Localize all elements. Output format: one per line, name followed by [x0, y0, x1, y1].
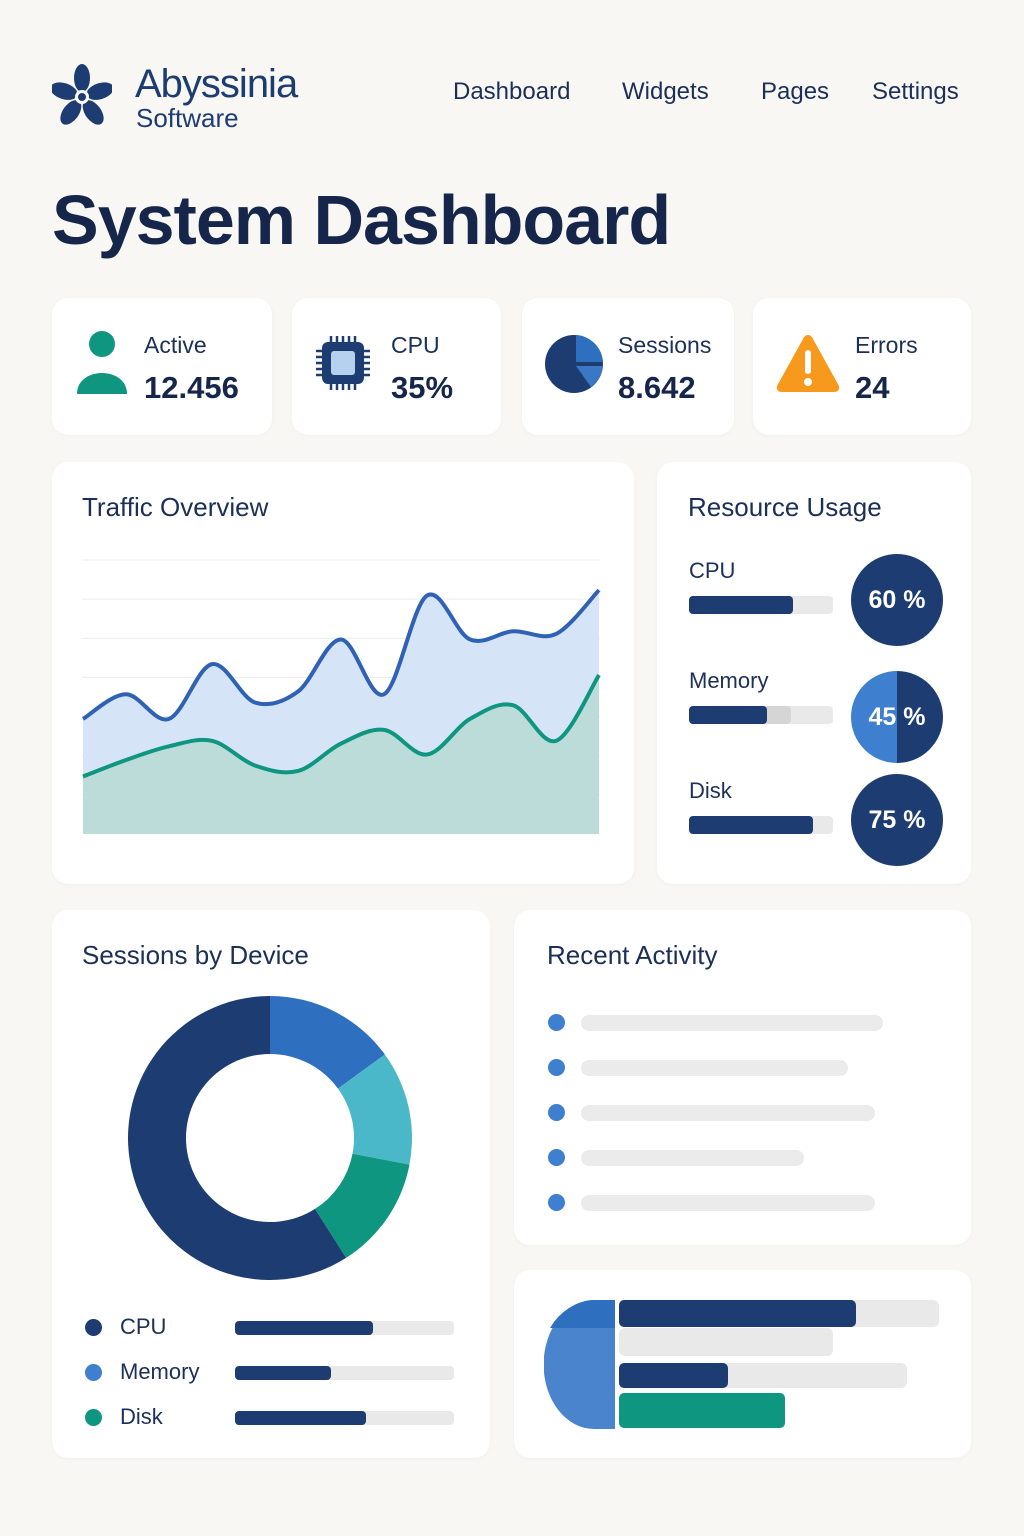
line-series-1 [82, 588, 601, 722]
logo[interactable] [50, 62, 114, 137]
resource-percent-badge: 45 % [851, 671, 943, 763]
stat-label: Errors [855, 332, 918, 358]
activity-item-placeholder[interactable] [581, 1150, 804, 1166]
resource-label: CPU [689, 558, 736, 583]
area-series-2 [83, 675, 599, 834]
bar-fill [619, 1300, 856, 1327]
donut-slice [127, 996, 347, 1280]
legend-label: Memory [120, 1359, 200, 1384]
card-title: Traffic Overview [82, 492, 269, 522]
resource-percent-badge: 75 % [851, 774, 943, 866]
resource-bar [689, 816, 833, 834]
card-title: Recent Activity [547, 940, 718, 970]
resource-label: Disk [689, 778, 732, 803]
user-icon [77, 331, 127, 394]
stat-value: 12.456 [144, 370, 239, 405]
activity-item-placeholder[interactable] [581, 1195, 875, 1211]
bar-fill [619, 1363, 728, 1388]
donut-chart [127, 996, 412, 1280]
activity-item-placeholder[interactable] [581, 1015, 883, 1031]
stat-label: Sessions [618, 332, 712, 358]
line-series-2 [82, 673, 601, 779]
recent-activity-card: Recent Activity [514, 910, 971, 1245]
traffic-chart [82, 559, 601, 834]
bar-widget-card [514, 1270, 971, 1458]
activity-item-placeholder[interactable] [581, 1060, 848, 1076]
stat-card-cpu: CPU 35% [292, 298, 501, 435]
legend-dot [85, 1409, 102, 1426]
legend-bar [235, 1321, 454, 1335]
activity-dot [548, 1104, 565, 1121]
nav-widgets[interactable]: Widgets [622, 78, 709, 105]
stat-card-active: Active 12.456 [52, 298, 272, 435]
legend-bar [235, 1366, 454, 1380]
stat-card-errors: Errors 24 [753, 298, 971, 435]
sessions-by-device-card: Sessions by Device CPU Memory Disk [52, 910, 490, 1458]
legend-dot [85, 1364, 102, 1381]
brand-sub: Software [136, 103, 239, 133]
traffic-overview-card: Traffic Overview [52, 462, 634, 884]
resource-usage-card: Resource Usage CPU 60 % Memory 45 % Disk 7… [657, 462, 971, 884]
card-title: Resource Usage [688, 492, 882, 522]
stat-label: Active [144, 332, 207, 358]
activity-dot [548, 1194, 565, 1211]
activity-dot [548, 1149, 565, 1166]
legend-label: Disk [120, 1404, 163, 1429]
resource-bar [689, 706, 833, 724]
activity-dot [548, 1014, 565, 1031]
flower-logo-icon [50, 64, 114, 125]
cpu-chip-icon [316, 336, 370, 390]
nav-settings[interactable]: Settings [872, 78, 959, 105]
pie-chart-icon [545, 335, 603, 393]
stat-value: 35% [391, 370, 454, 405]
legend-dot [85, 1319, 102, 1336]
stat-card-sessions: Sessions 8.642 [522, 298, 734, 435]
legend-label: CPU [120, 1314, 167, 1339]
bar-fill [619, 1393, 786, 1428]
half-circle-icon [544, 1300, 615, 1429]
stat-label: CPU [391, 332, 440, 358]
donut-slice [337, 1054, 412, 1165]
activity-dot [548, 1059, 565, 1076]
activity-item-placeholder[interactable] [581, 1105, 875, 1121]
stat-value: 8.642 [618, 370, 696, 405]
resource-label: Memory [689, 668, 769, 693]
donut-slice [270, 996, 385, 1089]
bar-track [619, 1328, 833, 1356]
warning-icon [776, 335, 840, 392]
card-title: Sessions by Device [82, 940, 309, 970]
legend-bar [235, 1411, 454, 1425]
nav-pages[interactable]: Pages [761, 78, 830, 105]
nav-dashboard[interactable]: Dashboard [453, 78, 571, 105]
resource-percent-badge: 60 % [851, 554, 943, 646]
donut-slice [315, 1153, 410, 1258]
page-title: System Dashboard [52, 181, 671, 259]
stat-value: 24 [855, 370, 890, 405]
brand-name: Abyssinia [135, 62, 298, 106]
resource-bar [689, 596, 833, 614]
